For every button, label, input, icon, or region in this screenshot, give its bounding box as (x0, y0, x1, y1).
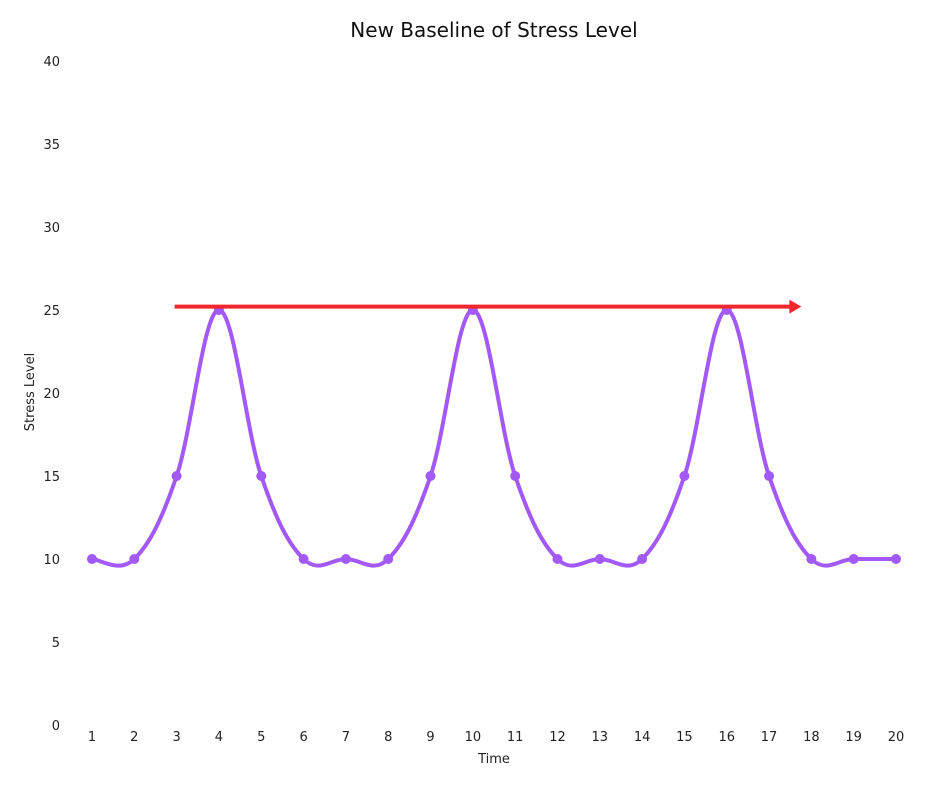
y-tick-label: 20 (43, 387, 60, 402)
x-tick-label: 1 (88, 730, 96, 745)
data-point (383, 554, 394, 564)
data-point (806, 554, 817, 564)
data-point (510, 471, 521, 481)
data-point (679, 471, 690, 481)
y-tick-label: 25 (43, 304, 60, 319)
y-tick-label: 30 (43, 221, 60, 236)
data-point (425, 471, 436, 481)
x-tick-label: 6 (299, 730, 307, 745)
y-tick-label: 35 (43, 138, 60, 153)
data-point (298, 554, 309, 564)
data-point (552, 554, 563, 564)
x-tick-label: 12 (549, 730, 566, 745)
y-tick-label: 40 (43, 55, 60, 70)
y-tick-label: 5 (52, 636, 60, 651)
chart-title: New Baseline of Stress Level (350, 18, 637, 42)
y-tick-label: 15 (43, 470, 60, 485)
x-tick-label: 9 (426, 730, 434, 745)
data-point (891, 554, 901, 564)
data-point (129, 554, 140, 564)
y-tick-label: 10 (43, 553, 60, 568)
x-tick-label: 14 (634, 730, 651, 745)
x-tick-label: 19 (845, 730, 862, 745)
x-tick-label: 13 (592, 730, 609, 745)
data-point (256, 471, 267, 481)
x-tick-label: 17 (761, 730, 778, 745)
data-point (637, 554, 648, 564)
x-tick-label: 15 (676, 730, 693, 745)
y-tick-label: 0 (52, 719, 60, 734)
y-axis-ticks: 0 5 10 15 20 25 30 35 40 (43, 55, 60, 734)
x-tick-label: 20 (888, 730, 905, 745)
series-layer (87, 305, 901, 568)
x-axis-label: Time (477, 752, 510, 767)
x-tick-label: 4 (215, 730, 223, 745)
x-tick-label: 7 (342, 730, 350, 745)
series-line (90, 308, 898, 568)
data-point (340, 554, 351, 564)
x-tick-label: 11 (507, 730, 524, 745)
y-axis-label: Stress Level (23, 353, 38, 431)
data-point (764, 471, 775, 481)
data-point (87, 554, 97, 564)
x-tick-label: 3 (172, 730, 180, 745)
data-point (171, 471, 182, 481)
annotation-layer (174, 299, 802, 314)
x-tick-label: 10 (465, 730, 482, 745)
x-tick-label: 8 (384, 730, 392, 745)
data-point (594, 554, 605, 564)
data-point (848, 554, 859, 564)
x-axis-ticks: 1 2 3 4 5 6 7 8 9 10 11 12 13 14 15 16 17 18 19 20 (88, 730, 904, 745)
arrow-head-icon (789, 299, 802, 314)
x-tick-label: 5 (257, 730, 265, 745)
x-tick-label: 18 (803, 730, 820, 745)
x-tick-label: 16 (718, 730, 735, 745)
x-tick-label: 2 (130, 730, 138, 745)
